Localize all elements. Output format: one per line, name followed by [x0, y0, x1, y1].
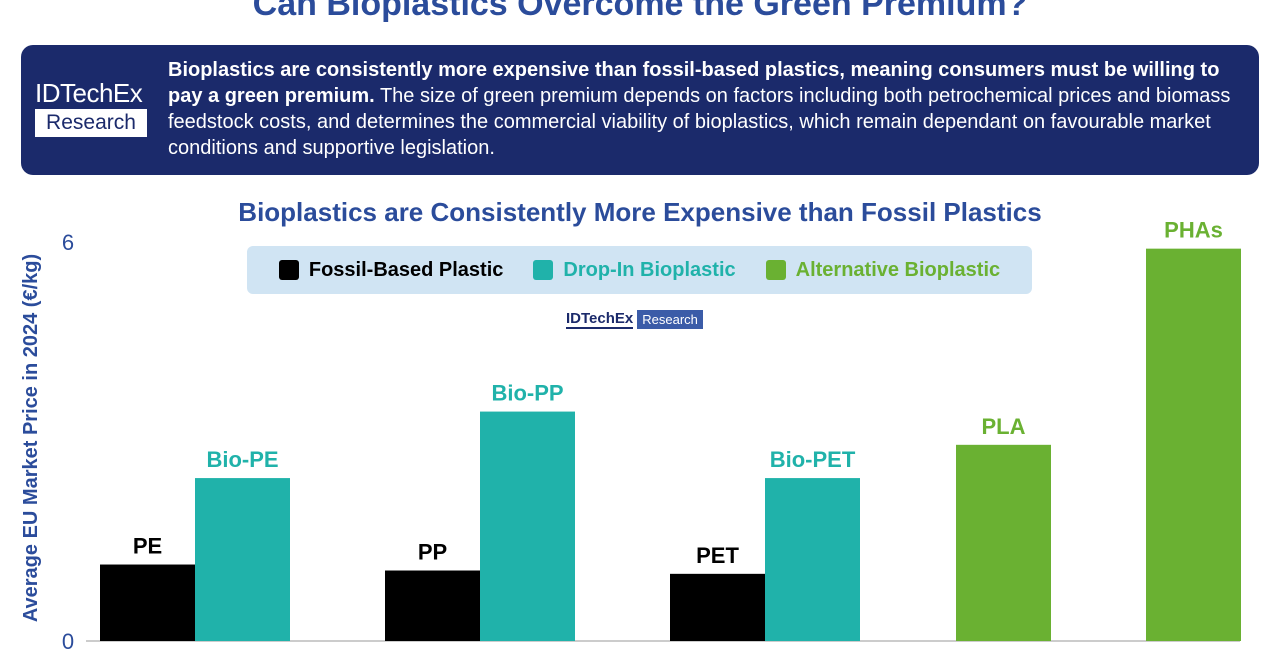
chart-logo-sub: Research — [637, 310, 703, 329]
page-title: Can Bioplastics Overcome the Green Premi… — [252, 0, 1028, 23]
bar — [765, 478, 860, 641]
banner-logo-sub: Research — [35, 109, 147, 137]
chart-logo: IDTechEx Research — [566, 310, 703, 329]
info-banner: IDTechEx Research Bioplastics are consis… — [21, 45, 1259, 175]
bar — [956, 444, 1051, 641]
legend-label-fossil: Fossil-Based Plastic — [308, 258, 504, 281]
bar — [100, 564, 195, 641]
legend-swatch-fossil — [278, 260, 299, 280]
banner-body-text: The size of green premium depends on fac… — [168, 85, 1231, 159]
bar-label: PP — [418, 540, 447, 565]
legend-item-dropin: Drop-In Bioplastic — [533, 258, 736, 282]
y-tick-label: 0 — [62, 629, 74, 650]
legend-swatch-alt — [765, 260, 786, 280]
bar-label: PE — [133, 534, 162, 559]
legend-label-dropin: Drop-In Bioplastic — [563, 258, 736, 281]
legend-swatch-dropin — [533, 260, 554, 280]
bar-label: PET — [696, 543, 739, 568]
legend-item-alt: Alternative Bioplastic — [765, 258, 1001, 282]
chart-legend: Fossil-Based Plastic Drop-In Bioplastic … — [247, 246, 1032, 294]
banner-bold-text: Bioplastics are consistently more expens… — [168, 59, 1220, 107]
banner-text: Bioplastics are consistently more expens… — [168, 57, 1248, 161]
legend-label-alt: Alternative Bioplastic — [795, 258, 1001, 281]
chart-title: Bioplastics are Consistently More Expens… — [238, 197, 1042, 227]
bar-label: Bio-PP — [491, 381, 563, 406]
banner-logo-brand: IDTechEx — [35, 78, 143, 108]
chart-logo-brand: IDTechEx — [566, 310, 634, 329]
bar-label: Bio-PET — [770, 447, 856, 472]
bar — [195, 478, 290, 641]
y-tick-label: 6 — [62, 230, 74, 255]
bar — [670, 573, 765, 641]
bar-label: Bio-PE — [206, 447, 278, 472]
bar-label: PHAs — [1164, 218, 1223, 243]
bar — [385, 570, 480, 641]
banner-logo: IDTechEx Research — [35, 79, 151, 137]
legend-item-fossil: Fossil-Based Plastic — [278, 258, 504, 282]
bar — [480, 411, 575, 641]
bar-label: PLA — [982, 414, 1026, 439]
bar — [1146, 248, 1241, 641]
